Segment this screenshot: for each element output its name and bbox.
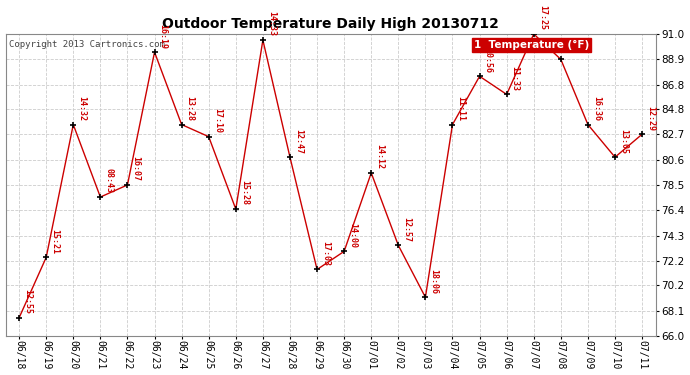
Text: 16:36: 16:36 — [592, 96, 601, 121]
Text: 17:25: 17:25 — [538, 5, 546, 30]
Text: 13:05: 13:05 — [619, 129, 628, 154]
Text: 11:11: 11:11 — [457, 96, 466, 121]
Text: 15:28: 15:28 — [240, 180, 249, 206]
Text: 14:12: 14:12 — [375, 144, 384, 169]
Text: 12:57: 12:57 — [402, 217, 411, 242]
Title: Outdoor Temperature Daily High 20130712: Outdoor Temperature Daily High 20130712 — [162, 18, 499, 32]
Text: 12:29: 12:29 — [646, 106, 656, 130]
Text: 12:55: 12:55 — [23, 289, 32, 314]
Text: 1  Temperature (°F): 1 Temperature (°F) — [473, 40, 589, 50]
Text: 15:21: 15:21 — [50, 229, 59, 254]
Text: 18:06: 18:06 — [429, 268, 438, 294]
Text: 13:28: 13:28 — [186, 96, 195, 121]
Text: Copyright 2013 Cartronics.com: Copyright 2013 Cartronics.com — [9, 40, 165, 49]
Text: 08:43: 08:43 — [104, 168, 113, 194]
Text: 17:03: 17:03 — [321, 241, 330, 266]
Text: 14:32: 14:32 — [77, 96, 86, 121]
Text: 17:10: 17:10 — [213, 108, 221, 133]
Text: 14:33: 14:33 — [267, 11, 276, 36]
Text: 11:33: 11:33 — [511, 66, 520, 91]
Text: 12:47: 12:47 — [294, 129, 303, 154]
Text: 10:56: 10:56 — [484, 48, 493, 73]
Text: 16:07: 16:07 — [132, 156, 141, 182]
Text: 16:19: 16:19 — [159, 24, 168, 48]
Text: 14:00: 14:00 — [348, 223, 357, 248]
